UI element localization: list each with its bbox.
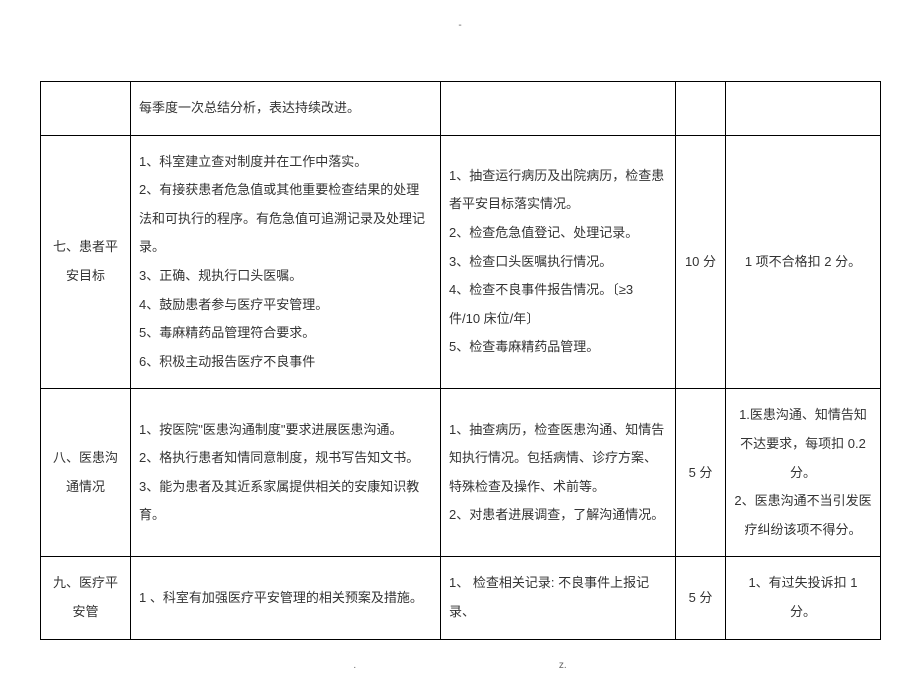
table-row: 七、患者平安目标1、科室建立查对制度并在工作中落实。 2、有接获患者危急值或其他… [41, 135, 881, 389]
check-cell: 1、抽查病历，检查医患沟通、知情告知执行情况。包括病情、诊疗方案、特殊检查及操作… [441, 389, 676, 557]
category-cell [41, 82, 131, 136]
category-cell: 九、医疗平安管 [41, 557, 131, 639]
evaluation-table: 每季度一次总结分析，表达持续改进。七、患者平安目标1、科室建立查对制度并在工作中… [40, 81, 881, 640]
requirements-cell: 1、按医院"医患沟通制度"要求进展医患沟通。 2、格执行患者知情同意制度，规书写… [131, 389, 441, 557]
category-cell: 八、医患沟通情况 [41, 389, 131, 557]
table-row: 八、医患沟通情况1、按医院"医患沟通制度"要求进展医患沟通。 2、格执行患者知情… [41, 389, 881, 557]
table-row: 每季度一次总结分析，表达持续改进。 [41, 82, 881, 136]
requirements-cell: 每季度一次总结分析，表达持续改进。 [131, 82, 441, 136]
score-cell: 5 分 [676, 389, 726, 557]
deduction-cell [726, 82, 881, 136]
score-cell: 10 分 [676, 135, 726, 389]
check-cell [441, 82, 676, 136]
category-cell: 七、患者平安目标 [41, 135, 131, 389]
requirements-cell: 1、科室建立查对制度并在工作中落实。 2、有接获患者危急值或其他重要检查结果的处… [131, 135, 441, 389]
deduction-cell: 1.医患沟通、知情告知不达要求，每项扣 0.2 分。 2、医患沟通不当引发医疗纠… [726, 389, 881, 557]
deduction-cell: 1、有过失投诉扣 1 分。 [726, 557, 881, 639]
table-row: 九、医疗平安管1 、科室有加强医疗平安管理的相关预案及措施。1、 检查相关记录:… [41, 557, 881, 639]
check-cell: 1、 检查相关记录: 不良事件上报记录、 [441, 557, 676, 639]
footer-left-mark: . [353, 660, 356, 671]
check-cell: 1、抽查运行病历及出院病历，检查患者平安目标落实情况。 2、检查危急值登记、处理… [441, 135, 676, 389]
footer-right-mark: z. [559, 660, 567, 671]
table-container: 每季度一次总结分析，表达持续改进。七、患者平安目标1、科室建立查对制度并在工作中… [40, 81, 880, 640]
deduction-cell: 1 项不合格扣 2 分。 [726, 135, 881, 389]
page-footer: . z. [0, 660, 920, 671]
page-header-mark: - [0, 20, 920, 31]
score-cell: 5 分 [676, 557, 726, 639]
requirements-cell: 1 、科室有加强医疗平安管理的相关预案及措施。 [131, 557, 441, 639]
score-cell [676, 82, 726, 136]
